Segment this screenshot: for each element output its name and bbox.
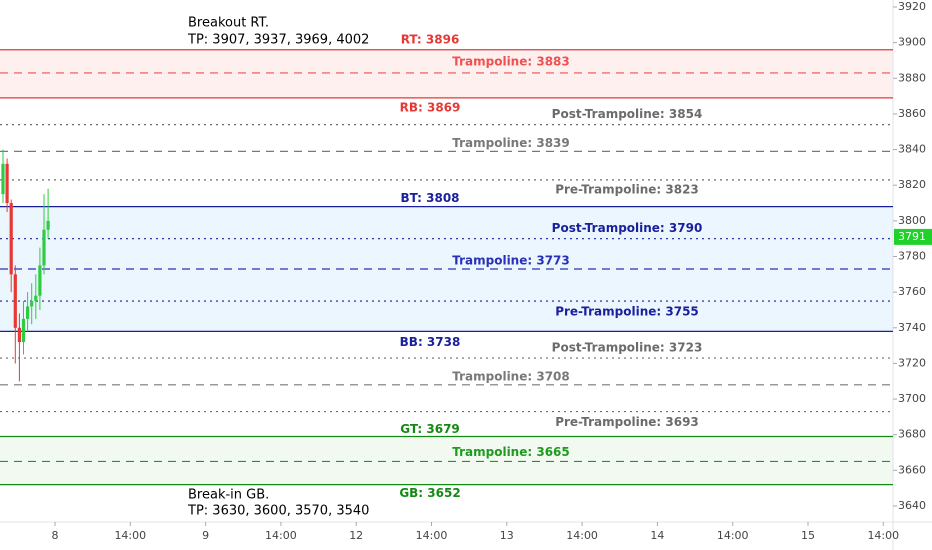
x-tick-label: 9 <box>202 529 209 542</box>
y-tick-label: 3820 <box>898 178 926 191</box>
y-tick-label: 3700 <box>898 392 926 405</box>
zone <box>0 49 893 98</box>
annotation: Break-in GB. <box>188 488 269 503</box>
candle-body <box>26 306 30 319</box>
y-tick-label: 3740 <box>898 321 926 334</box>
y-tick-label: 3780 <box>898 250 926 263</box>
x-tick-label: 8 <box>52 529 59 542</box>
level-label: GB: 3652 <box>399 486 460 500</box>
y-tick-label: 3680 <box>898 428 926 441</box>
zone <box>0 436 893 485</box>
level-label: BT: 3808 <box>400 191 459 205</box>
level-label: RB: 3869 <box>400 100 461 114</box>
x-tick-label: 14:00 <box>265 529 297 542</box>
candle-body <box>46 220 50 230</box>
level-label: Trampoline: 3665 <box>452 445 570 459</box>
level-label: GT: 3679 <box>400 422 460 436</box>
level-label: Pre-Trampoline: 3823 <box>555 182 699 196</box>
candle-body <box>17 327 21 343</box>
annotation: TP: 3907, 3937, 3969, 4002 <box>187 33 369 48</box>
level-label: Trampoline: 3708 <box>452 369 570 383</box>
candle-body <box>9 203 13 275</box>
x-tick-label: 14:00 <box>867 529 899 542</box>
y-tick-label: 3640 <box>898 499 926 512</box>
annotation: Breakout RT. <box>188 16 269 31</box>
candle-body <box>38 265 42 296</box>
y-tick-label: 3660 <box>898 463 926 476</box>
price-marker <box>894 228 932 245</box>
x-tick-label: 13 <box>500 529 514 542</box>
y-tick-label: 3860 <box>898 107 926 120</box>
candle-body <box>42 229 46 266</box>
level-label: Pre-Trampoline: 3755 <box>555 305 699 319</box>
y-tick-label: 3920 <box>898 0 926 13</box>
candle-body <box>13 274 17 328</box>
candle-body <box>30 301 34 307</box>
y-tick-label: 3760 <box>898 285 926 298</box>
y-tick-label: 3880 <box>898 71 926 84</box>
x-tick-label: 14 <box>650 529 664 542</box>
level-label: Trampoline: 3839 <box>452 136 570 150</box>
candle-body <box>34 295 38 302</box>
x-tick-label: 14:00 <box>566 529 598 542</box>
x-tick-label: 14:00 <box>416 529 448 542</box>
annotation: TP: 3630, 3600, 3570, 3540 <box>187 504 369 519</box>
level-label: Trampoline: 3883 <box>452 54 570 68</box>
x-tick-label: 15 <box>801 529 815 542</box>
level-label: Post-Trampoline: 3790 <box>552 221 703 235</box>
x-tick-label: 14:00 <box>717 529 749 542</box>
level-label: Trampoline: 3773 <box>452 253 570 267</box>
level-label: Post-Trampoline: 3723 <box>552 341 703 355</box>
x-tick-label: 12 <box>349 529 363 542</box>
candle-body <box>1 163 5 195</box>
price-label: 3791 <box>898 230 926 243</box>
x-tick-label: 14:00 <box>114 529 146 542</box>
candle-body <box>5 163 9 204</box>
y-tick-label: 3840 <box>898 143 926 156</box>
level-label: BB: 3738 <box>400 335 461 349</box>
y-tick-label: 3720 <box>898 356 926 369</box>
level-label: RT: 3896 <box>401 32 460 46</box>
candle-body <box>21 318 26 343</box>
level-label: Post-Trampoline: 3854 <box>552 107 703 121</box>
y-tick-label: 3800 <box>898 214 926 227</box>
level-label: Pre-Trampoline: 3693 <box>555 415 699 429</box>
y-tick-label: 3900 <box>898 36 926 49</box>
